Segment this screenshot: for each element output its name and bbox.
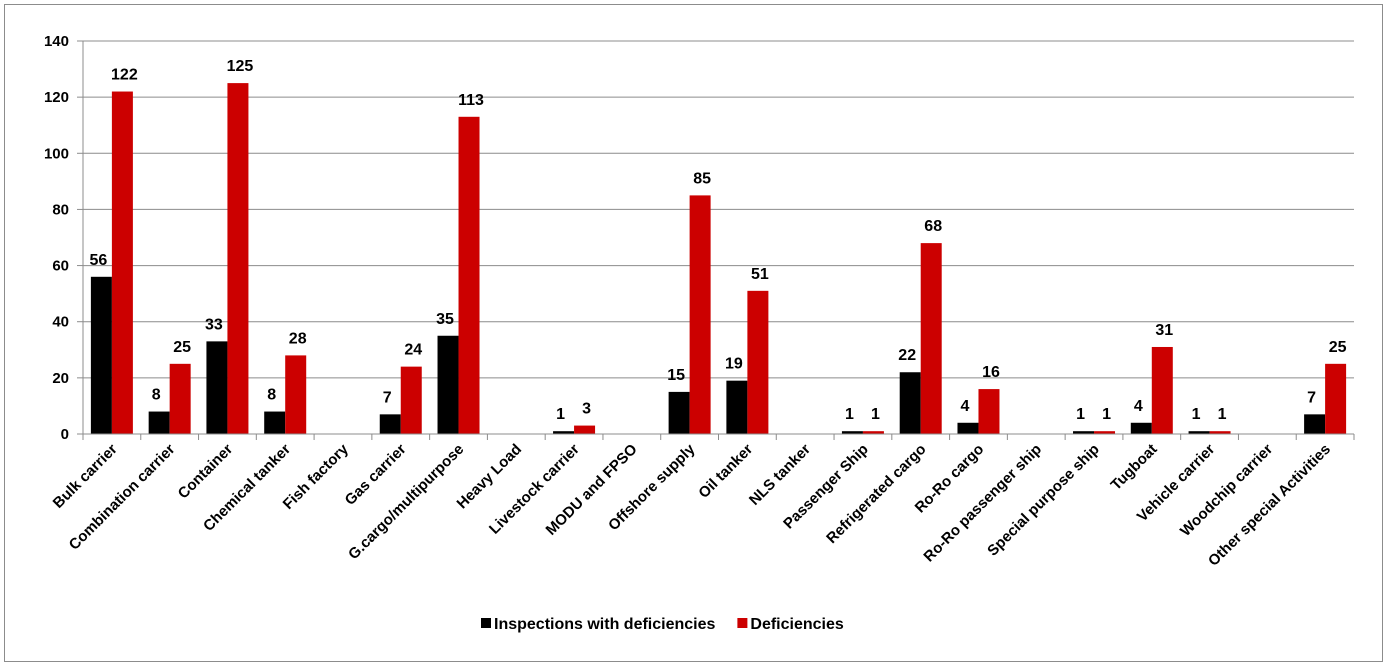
data-label: 28 [289,330,307,347]
bar-inspections [899,372,921,434]
data-label: 4 [961,398,970,415]
bar-deficiencies [1209,431,1231,434]
bar-inspections [206,341,228,434]
bar-deficiencies [1094,431,1116,434]
bar-deficiencies [227,83,249,434]
data-label: 1 [871,406,880,423]
data-label: 35 [436,311,454,328]
chart-frame: 0 20 40 60 80 100 120 140 56 8 33 8 7 35 1 15 19 1 22 4 1 4 1… [4,4,1383,662]
y-tick-label: 20 [52,370,69,387]
category-label: Combination carrier [66,441,179,554]
bar-deficiencies [1151,346,1173,434]
bar-inspections [668,391,690,434]
category-label: Special purpose ship [984,441,1103,560]
category-label: Container [175,441,237,503]
data-label: 7 [383,389,392,406]
category-label: Tugboat [1108,441,1161,494]
data-label: 85 [693,170,711,187]
bar-inspections [437,335,459,434]
data-label: 122 [111,67,138,84]
data-label: 8 [152,387,161,404]
y-tick-label: 140 [44,33,69,50]
bar-deficiencies [920,243,942,434]
bar-inspections [726,380,748,434]
data-label: 1 [1102,406,1111,423]
bar-deficiencies [285,355,307,434]
data-label: 25 [173,339,191,356]
data-label: 3 [582,401,591,418]
legend-swatch-inspections [481,618,491,628]
bar-inspections [553,431,575,434]
category-label: Oil tanker [695,441,756,502]
bar-inspections [1073,431,1095,434]
bar-inspections [957,422,979,434]
bar-deficiencies [574,425,596,434]
y-axis-ticks: 0 20 40 60 80 100 120 140 [44,33,83,443]
bar-inspections [1130,422,1152,434]
bar-deficiencies [862,431,884,434]
bar-inspections [264,411,286,434]
y-tick-label: 80 [52,201,69,218]
category-label: G.cargo/multipurpose [345,441,467,563]
legend-swatch-deficiencies [737,618,748,628]
data-label: 15 [667,367,685,384]
bars [90,83,1347,435]
data-label: 68 [924,218,942,235]
axes [82,41,1355,440]
data-label: 51 [751,266,769,283]
data-label: 31 [1155,322,1173,339]
data-label: 16 [982,364,1000,381]
data-label: 22 [898,347,916,364]
y-tick-label: 40 [52,314,69,331]
data-label: 1 [556,406,565,423]
data-label: 56 [89,252,107,269]
bar-inspections [148,411,170,434]
bar-inspections [90,276,112,434]
data-label: 7 [1307,389,1316,406]
data-label: 1 [1076,406,1085,423]
data-label: 25 [1329,339,1347,356]
data-label: 125 [227,58,254,75]
data-label: 1 [1192,406,1201,423]
bar-inspections [1304,414,1326,434]
gridlines [83,40,1354,379]
data-label: 24 [404,342,422,359]
y-tick-label: 100 [44,145,69,162]
bar-deficiencies [978,389,1000,434]
bar-deficiencies [400,366,422,434]
bar-deficiencies [747,290,769,434]
bar-deficiencies [689,195,711,434]
y-tick-label: 0 [61,426,69,443]
data-label: 8 [267,387,276,404]
bar-inspections [1188,431,1210,434]
data-label: 1 [1218,406,1227,423]
bar-deficiencies [458,116,480,435]
data-label: 4 [1134,398,1143,415]
y-tick-label: 60 [52,258,69,275]
legend: Inspections with deficiencies Deficiencie… [481,616,844,633]
data-label: 33 [205,316,223,333]
category-label: Refrigerated cargo [823,441,929,547]
data-label: 113 [458,92,484,109]
y-tick-label: 120 [44,89,69,106]
bar-inspections [379,414,401,434]
bar-deficiencies [111,91,133,435]
data-label: 1 [845,406,854,423]
legend-label: Deficiencies [750,616,843,633]
category-label: Ro-Ro passenger ship [920,441,1045,566]
data-label: 19 [725,356,743,373]
category-label: Other special Activities [1205,441,1334,570]
legend-label: Inspections with deficiencies [494,616,715,633]
bar-deficiencies [1325,363,1347,434]
bar-inspections [841,431,863,434]
bar-deficiencies [169,363,191,434]
